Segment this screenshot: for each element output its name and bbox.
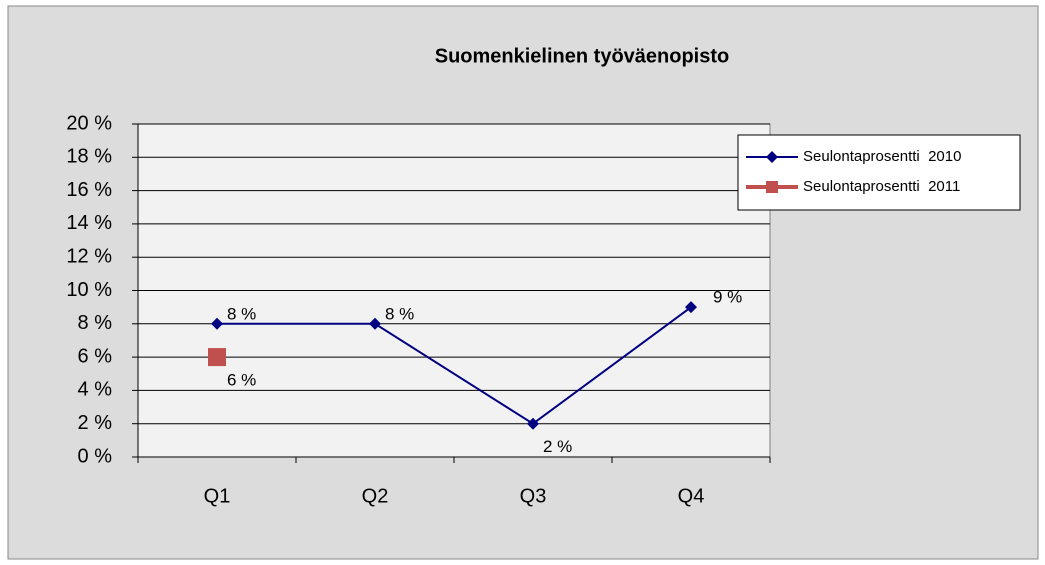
legend-marker	[766, 151, 778, 163]
series-line	[217, 306, 692, 425]
legend-marker	[766, 181, 778, 193]
point	[527, 417, 539, 430]
x-tick-label: Q4	[678, 485, 705, 507]
legend-label: Seulontaprosentti 2011	[803, 178, 960, 195]
legend-box	[737, 134, 1021, 211]
y-tick-label: 6 %	[78, 345, 113, 367]
y-tick-label: 20 %	[66, 112, 112, 134]
x-tick-label: Q3	[520, 485, 547, 507]
point	[211, 317, 223, 330]
data-label: 2 %	[543, 437, 572, 456]
y-tick-label: 16 %	[66, 179, 112, 201]
point	[369, 317, 381, 330]
y-tick-label: 4 %	[78, 379, 113, 401]
y-tick-label: 2 %	[78, 412, 113, 434]
data-label: 8 %	[227, 304, 256, 323]
point	[685, 301, 697, 314]
x-tick-label: Q1	[204, 485, 231, 507]
legend-label: Seulontaprosentti 2010	[803, 148, 961, 165]
data-label: 6 %	[227, 371, 256, 390]
y-tick-label: 14 %	[66, 212, 112, 234]
chart-title: Suomenkielinen työväenopisto	[435, 45, 730, 67]
y-tick-label: 10 %	[66, 279, 112, 301]
x-tick-label: Q2	[362, 485, 389, 507]
point	[208, 348, 226, 367]
y-tick-label: 18 %	[66, 146, 112, 168]
data-label: 9 %	[713, 288, 742, 307]
y-tick-label: 8 %	[78, 312, 113, 334]
y-tick-label: 0 %	[78, 445, 113, 467]
y-tick-label: 12 %	[66, 245, 112, 267]
data-label: 8 %	[385, 304, 414, 323]
